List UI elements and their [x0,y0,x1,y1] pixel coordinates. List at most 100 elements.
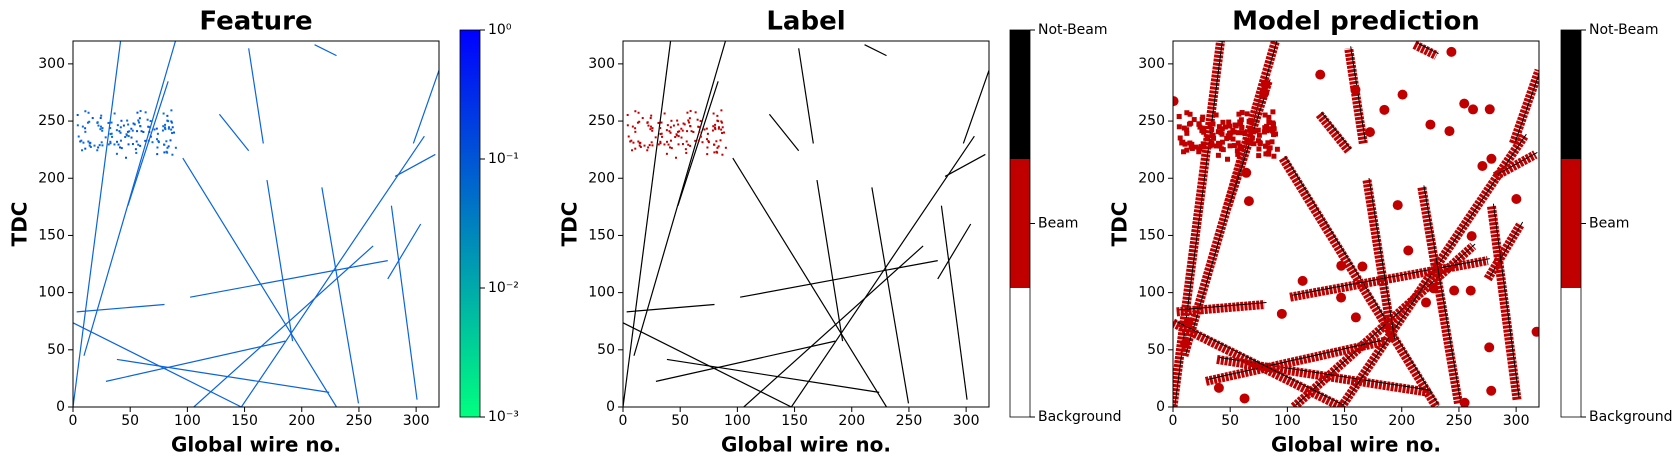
hit [132,122,135,125]
hit [1255,138,1261,144]
track [1412,41,1439,60]
hit [650,141,653,144]
x-tick-label: 150 [1331,413,1358,429]
hit [139,110,142,113]
hit [632,141,635,144]
hit [1251,141,1257,147]
hit [717,126,720,129]
blob [1425,119,1436,130]
hit [721,153,724,156]
hit [646,121,649,124]
hit [120,119,123,122]
y-axis-label: TDC [1108,202,1132,247]
hit [119,131,122,134]
track [1204,336,1387,386]
hit [684,148,687,151]
hit [93,144,96,147]
x-tick-label: 150 [781,413,808,429]
hit [720,121,723,124]
track [1486,205,1522,401]
hit [627,135,630,138]
x-tick-label: 50 [1221,413,1239,429]
hit [669,126,672,129]
hit [101,127,104,130]
track [76,303,165,313]
hit [173,131,176,134]
track [190,260,388,298]
hit [634,110,637,113]
track [193,245,374,407]
hit [162,112,165,115]
hit [99,117,102,120]
hit [1199,128,1205,134]
track [1207,338,1388,380]
hit [136,130,139,133]
blob [1444,126,1455,137]
track [655,340,836,382]
hit [711,129,714,132]
hit [717,120,720,123]
hit [140,130,143,133]
hit [687,143,690,146]
hit [128,130,131,133]
hit [1232,122,1238,128]
hit [131,143,134,146]
hit [167,120,170,123]
hit [689,125,692,128]
track [962,70,989,144]
hit [670,119,673,122]
track [182,157,338,407]
track [1337,133,1529,407]
hit [696,118,699,121]
hit [156,153,159,156]
hit [170,109,173,112]
hit [97,146,100,149]
colorbar-segment [1561,159,1581,288]
hit [135,140,138,143]
hit [659,133,662,136]
hit [125,134,128,137]
hit [1239,125,1245,131]
hit [1262,125,1268,131]
hit [174,146,177,149]
x-axis-label: Global wire no. [171,433,341,457]
hit [1184,147,1190,153]
hit [1237,119,1243,125]
hit [118,130,121,133]
hit [76,124,79,127]
hit [96,149,99,152]
hit [120,147,123,150]
hit [724,146,727,149]
hit [676,130,679,133]
track [1496,152,1538,175]
chart-title: Feature [199,7,312,37]
hit [641,117,644,120]
hit [125,133,128,136]
blob [1180,338,1191,349]
x-tick-label: 250 [896,413,923,429]
x-tick-label: 300 [1503,413,1530,429]
hit [657,121,660,124]
hit [631,149,634,152]
track [1289,256,1489,302]
hit [697,125,700,128]
y-tick-label: 200 [1138,170,1165,186]
hit [719,139,722,142]
hit [651,129,654,132]
x-tick-label: 100 [1274,413,1301,429]
hit [122,124,125,127]
hit [142,130,145,133]
hit [164,123,167,126]
hit [1180,139,1186,145]
hit [109,133,112,136]
x-tick-label: 0 [619,413,628,429]
hit [654,136,657,139]
hit [677,135,680,138]
hit [694,111,697,114]
hit [153,128,156,131]
hit [1200,141,1206,147]
hit [98,144,101,147]
hit [167,145,170,148]
axes-frame [1172,40,1540,408]
hit [109,127,112,130]
